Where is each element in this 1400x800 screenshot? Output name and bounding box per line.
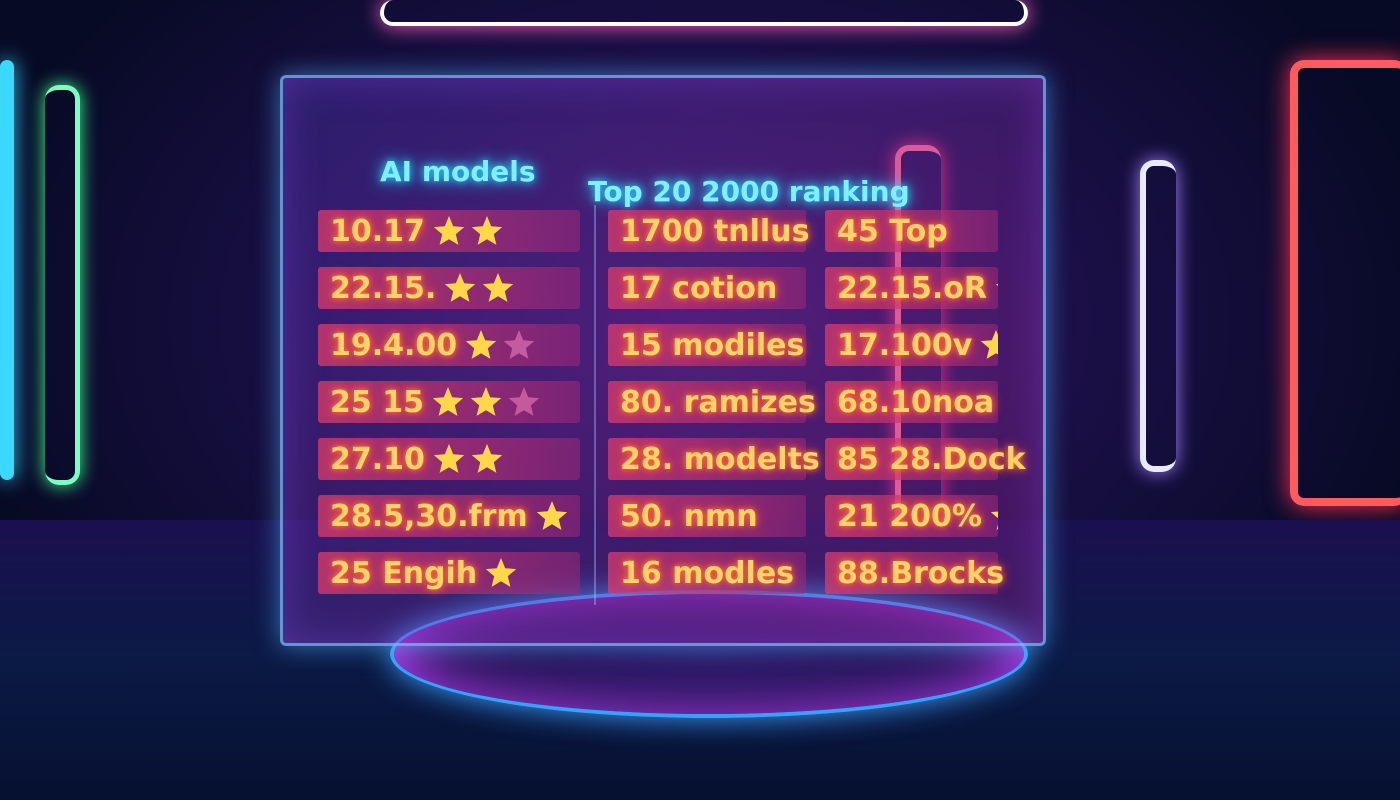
row-text: 25 Engih: [330, 555, 478, 591]
star: [470, 387, 502, 416]
star: [990, 511, 998, 530]
divider: [594, 205, 596, 605]
star: [433, 444, 465, 473]
row-text: 17.100v: [837, 327, 973, 363]
row-text: 22.15.: [330, 270, 437, 306]
row-text: 25 15: [330, 384, 424, 420]
star: [485, 558, 517, 587]
star: [432, 387, 464, 416]
row-text: 17 cotion: [620, 270, 778, 306]
row-text: 10.17: [330, 213, 425, 249]
header-right: Top 20 2000 ranking: [588, 175, 910, 208]
row-text: 28. modelts: [620, 441, 820, 477]
star-rating: [433, 444, 503, 473]
star: [536, 501, 567, 530]
ranking-row: 17 cotion: [608, 267, 806, 309]
star-rating: [445, 273, 514, 302]
neon-bar: [0, 60, 14, 480]
star-rating: [995, 283, 998, 286]
header-left: AI models: [380, 155, 536, 188]
ranking-row: 22.15.: [318, 267, 580, 309]
star: [471, 444, 503, 473]
ranking-row: 50. nmn: [608, 495, 806, 537]
row-text: 50. nmn: [620, 498, 758, 534]
ranking-row: 88.Brocks: [825, 552, 1004, 594]
ranking-row: 22.15.oR: [825, 267, 998, 309]
star-rating: [465, 330, 535, 359]
star: [445, 273, 476, 302]
star-rating: [432, 387, 540, 416]
ranking-row: 45 Top: [825, 210, 998, 252]
row-text: 45 Top: [837, 213, 948, 249]
star: [981, 330, 998, 359]
ranking-row: 15 modiles: [608, 324, 806, 366]
row-text: 27.10: [330, 441, 425, 477]
row-text: 68.10noa: [837, 384, 995, 420]
row-text: 1700 tnllus: [620, 213, 810, 249]
star-rating: [536, 501, 567, 530]
star-rating: [485, 558, 517, 587]
row-text: 16 modles: [620, 555, 795, 591]
star: [508, 387, 540, 416]
neon-bar: [1140, 160, 1176, 472]
ranking-row: 19.4.00: [318, 324, 580, 366]
star: [503, 330, 535, 359]
ranking-row: 27.10: [318, 438, 580, 480]
row-text: 15 modiles: [620, 327, 805, 363]
row-text: 22.15.oR: [837, 270, 987, 306]
star: [995, 283, 998, 286]
ranking-row: 85 28.Dock: [825, 438, 1026, 480]
star-rating: [990, 511, 998, 530]
neon-bar: [45, 85, 80, 485]
row-text: 80. ramizes: [620, 384, 816, 420]
row-text: 21 200%: [837, 498, 982, 534]
ranking-row: 10.17: [318, 210, 580, 252]
ranking-row: 28. modelts: [608, 438, 820, 480]
row-text: 85 28.Dock: [837, 441, 1026, 477]
ranking-row: 68.10noa: [825, 381, 998, 423]
neon-bar: [1290, 60, 1400, 506]
star-rating: [981, 330, 998, 359]
row-text: 28.5,30.frm: [330, 498, 528, 534]
ranking-row: 25 15: [318, 381, 580, 423]
star: [465, 330, 497, 359]
star-rating: [433, 216, 503, 245]
ranking-row: 21 200%: [825, 495, 998, 537]
star: [433, 216, 465, 245]
neon-bar: [380, 0, 1028, 26]
platform: [390, 590, 1028, 718]
ranking-row: 80. ramizes: [608, 381, 816, 423]
row-text: 88.Brocks: [837, 555, 1005, 591]
ranking-row: 17.100v: [825, 324, 998, 366]
row-text: 19.4.00: [330, 327, 458, 363]
ranking-row: 25 Engih: [318, 552, 580, 594]
ranking-row: 28.5,30.frm: [318, 495, 580, 537]
ranking-row: 16 modles: [608, 552, 806, 594]
star: [483, 273, 514, 302]
star: [471, 216, 503, 245]
star-rating: [954, 213, 955, 249]
ranking-row: 1700 tnllus: [608, 210, 810, 252]
